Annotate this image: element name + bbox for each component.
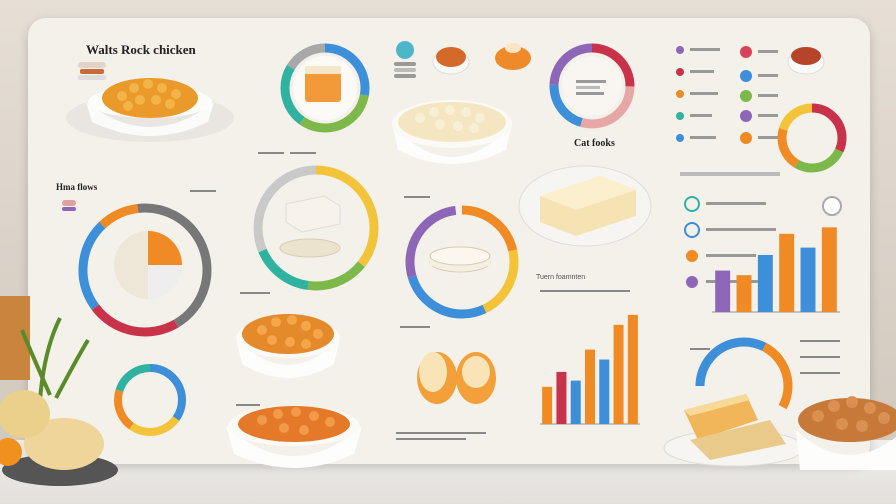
stack-icon-top-left — [78, 62, 106, 80]
ring-chart-top-right — [549, 43, 635, 129]
plate-cheese-block — [518, 165, 652, 247]
ring-chart-top-cheese — [280, 43, 370, 133]
ring-chart-right — [777, 103, 847, 173]
bowl-chickpeas-top-left — [66, 78, 234, 142]
ring-chart-center-cheese — [253, 165, 379, 291]
ring-chart-bottom-right — [695, 337, 793, 435]
icon-cluster-top — [394, 41, 531, 78]
cheese-wedges — [417, 352, 496, 404]
bar-4 — [779, 233, 795, 312]
legend-icons-mid-right — [680, 172, 842, 288]
decorative-text-lines — [190, 152, 840, 440]
bar-6 — [613, 324, 624, 424]
plate-cheese-stack — [663, 394, 805, 467]
bar-1 — [542, 386, 553, 424]
bar-5 — [800, 247, 816, 312]
bar-6 — [821, 227, 837, 312]
bar-chart-center — [540, 314, 640, 425]
bar-5 — [599, 359, 610, 424]
board-title: Walts Rock chicken — [86, 42, 196, 57]
ring-chart-cheese-wheel — [405, 205, 519, 319]
bar-3 — [757, 254, 773, 312]
ring-chart-left-cheese — [78, 203, 212, 337]
bar-2 — [556, 371, 567, 424]
small-icon-left — [62, 200, 76, 211]
bowl-rice-center — [392, 100, 512, 164]
bar-3 — [570, 380, 581, 424]
bowl-chickpeas-bottom — [226, 406, 362, 468]
bar-chart-right — [712, 227, 840, 313]
bowl-chickpeas-middle — [236, 314, 340, 378]
bar-7 — [627, 314, 638, 424]
legend-list-right — [676, 46, 825, 144]
ring-chart-bottom-left — [114, 364, 186, 436]
bar-2 — [736, 275, 752, 312]
foreground-left-food — [0, 296, 118, 486]
label-left: Hma flows — [56, 182, 98, 192]
bowl-chickpeas-right-edge — [796, 396, 896, 470]
bar-4 — [585, 349, 595, 424]
label-center: Cat fooks — [574, 138, 615, 149]
bar-1 — [715, 270, 731, 312]
chart-caption: Tuern foamnten — [536, 274, 586, 281]
